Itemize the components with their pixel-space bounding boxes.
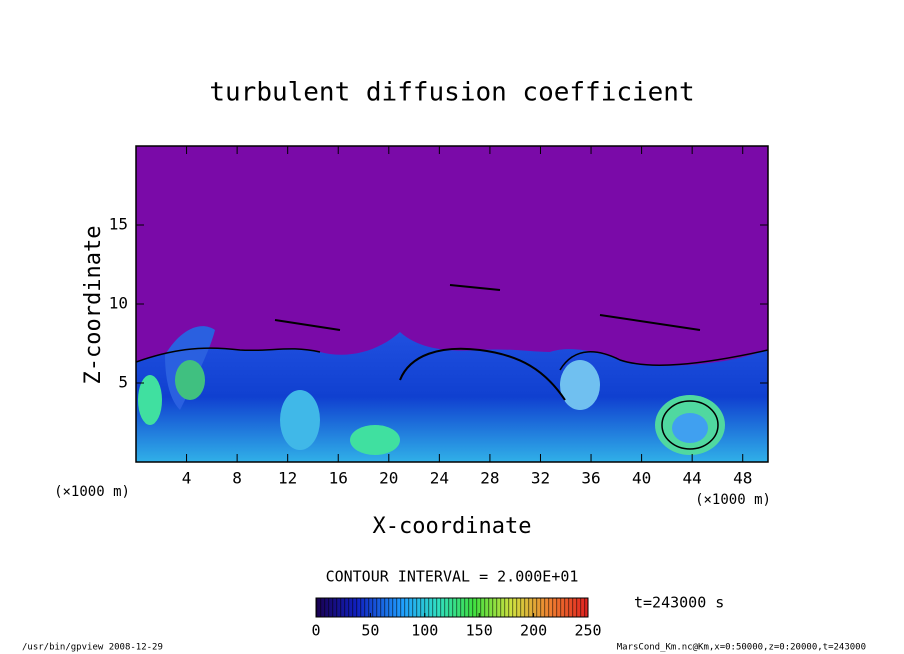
eddy — [280, 390, 320, 450]
chart-title: turbulent diffusion coefficient — [209, 78, 694, 108]
eddy — [672, 413, 708, 443]
x-tick-label: 4 — [182, 469, 192, 488]
time-label: t=243000 s — [634, 594, 724, 612]
y-axis-label: Z-coordinate — [81, 226, 106, 385]
x-tick-label: 36 — [581, 469, 600, 488]
contour-line — [274, 284, 701, 331]
x-axis-label: X-coordinate — [373, 514, 532, 539]
eddy — [138, 375, 162, 425]
eddy — [175, 360, 205, 400]
colorbar-tick-label: 50 — [361, 622, 379, 640]
x-tick-label: 20 — [379, 469, 398, 488]
x-tick-label: 28 — [480, 469, 499, 488]
x-tick-label: 32 — [531, 469, 550, 488]
x-tick-label: 24 — [430, 469, 449, 488]
footer-left: /usr/bin/gpview 2008-12-29 — [22, 643, 163, 653]
x-unit: (×1000 m) — [54, 484, 130, 500]
x-tick-label: 8 — [232, 469, 242, 488]
contour-interval: CONTOUR INTERVAL = 2.000E+01 — [326, 568, 579, 586]
contour-line — [399, 347, 566, 401]
x-tick-label: 16 — [329, 469, 348, 488]
y-tick-label: 10 — [109, 294, 128, 313]
eddy — [350, 425, 400, 455]
x-tick-label: 40 — [632, 469, 651, 488]
colorbar-frame — [315, 597, 589, 618]
y-tick-label: 15 — [109, 215, 128, 234]
colorbar-stripes — [316, 598, 588, 617]
contour-line — [559, 349, 768, 371]
contour-line — [661, 400, 719, 450]
footer-right: MarsCond_Km.nc@Km,x=0:50000,z=0:20000,t=… — [617, 643, 866, 653]
colorbar-tick-label: 100 — [411, 622, 438, 640]
x-tick-label: 44 — [683, 469, 702, 488]
y-tick-label: 5 — [118, 373, 128, 392]
colorbar-tick-label: 200 — [520, 622, 547, 640]
colorbar-tick-label: 0 — [311, 622, 320, 640]
eddy — [560, 360, 600, 410]
contour-line — [136, 347, 321, 363]
x-tick-label: 48 — [733, 469, 752, 488]
field — [136, 146, 768, 462]
colorbar-tick-label: 150 — [466, 622, 493, 640]
x-unit: (×1000 m) — [695, 492, 771, 508]
colorbar-tick-label: 250 — [574, 622, 601, 640]
x-tick-label: 12 — [278, 469, 297, 488]
